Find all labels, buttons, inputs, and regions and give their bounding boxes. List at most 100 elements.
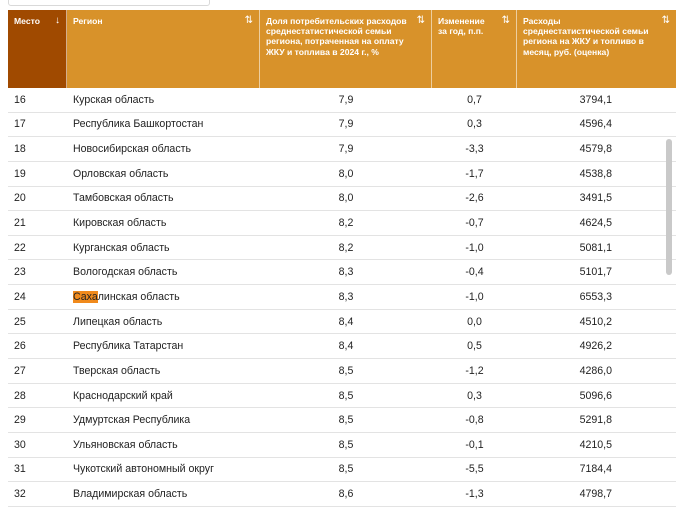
cost-cell: 4510,2 <box>579 315 612 328</box>
rank-cell: 29 <box>14 414 26 427</box>
sort-icon[interactable]: ⇅ <box>416 15 425 26</box>
share-cell: 8,3 <box>338 290 354 303</box>
rank-cell: 32 <box>14 488 26 501</box>
sort-desc-icon[interactable]: ↓ <box>55 15 60 26</box>
cost-cell: 4286,0 <box>579 364 612 377</box>
cost-cell: 4210,5 <box>579 438 612 451</box>
region-cell: Тверская область <box>73 364 161 377</box>
change-cell: -1,3 <box>465 488 484 501</box>
change-cell: 0,7 <box>467 93 482 106</box>
rank-cell: 22 <box>14 241 26 254</box>
sort-icon[interactable]: ⇅ <box>501 15 510 26</box>
sort-icon[interactable]: ⇅ <box>244 15 253 26</box>
column-header-label: Расходы среднестатистической семьи регио… <box>523 16 649 57</box>
change-cell: -5,5 <box>465 463 484 476</box>
change-cell: -1,0 <box>465 241 484 254</box>
change-cell: 0,3 <box>467 118 482 131</box>
table-row: 27 Тверская область 8,5 -1,2 4286,0 <box>8 359 676 384</box>
column-header-cost[interactable]: Расходы среднестатистической семьи регио… <box>517 10 676 88</box>
cost-cell: 5101,7 <box>579 266 612 279</box>
cost-cell: 5291,8 <box>579 414 612 427</box>
region-cell: Краснодарский край <box>73 389 173 402</box>
share-cell: 8,4 <box>338 340 354 353</box>
share-cell: 8,5 <box>338 364 354 377</box>
region-cell: Владимирская область <box>73 488 188 501</box>
share-cell: 8,5 <box>338 438 354 451</box>
table-body: 16 Курская область 7,9 0,7 3794,1 17 Республик… <box>8 88 676 507</box>
region-cell: Липецкая область <box>73 315 163 328</box>
share-cell: 8,5 <box>338 414 354 427</box>
share-cell: 8,0 <box>338 192 354 205</box>
table-row: 32 Владимирская область 8,6 -1,3 4798,7 <box>8 482 676 507</box>
share-cell: 8,3 <box>338 266 354 279</box>
search-input[interactable] <box>8 0 210 6</box>
rank-cell: 23 <box>14 266 26 279</box>
rank-cell: 20 <box>14 192 26 205</box>
ranking-table: Место ↓ Регион ⇅ Доля потребительских ра… <box>8 10 676 509</box>
region-cell: Орловская область <box>73 167 169 180</box>
region-cell: Курганская область <box>73 241 170 254</box>
share-cell: 8,0 <box>338 167 354 180</box>
table-row: 21 Кировская область 8,2 -0,7 4624,5 <box>8 211 676 236</box>
rank-cell: 19 <box>14 167 26 180</box>
region-cell: Республика Башкортостан <box>73 118 204 131</box>
sort-icon[interactable]: ⇅ <box>661 15 670 26</box>
change-cell: -0,8 <box>465 414 484 427</box>
table-row: 16 Курская область 7,9 0,7 3794,1 <box>8 88 676 113</box>
change-cell: -1,2 <box>465 364 484 377</box>
cost-cell: 3491,5 <box>579 192 612 205</box>
rank-cell: 17 <box>14 118 26 131</box>
region-cell: Ульяновская область <box>73 438 178 451</box>
share-cell: 7,9 <box>338 118 354 131</box>
table-row: 31 Чукотский автономный округ 8,5 -5,5 7184,… <box>8 458 676 483</box>
column-header-label: Место <box>14 16 40 26</box>
rank-cell: 27 <box>14 364 26 377</box>
column-header-region[interactable]: Регион ⇅ <box>67 10 260 88</box>
change-cell: -3,3 <box>465 143 484 156</box>
table-row: 23 Вологодская область 8,3 -0,4 5101,7 <box>8 260 676 286</box>
column-header-label: Доля потребительских расходов среднестат… <box>266 16 407 57</box>
column-header-label: Регион <box>73 16 103 26</box>
search-highlight: Саха <box>73 290 98 303</box>
region-cell: Новосибирская область <box>73 143 191 156</box>
region-cell: Чукотский автономный округ <box>73 463 214 476</box>
region-cell: Удмуртская Республика <box>73 414 191 427</box>
table-row: 28 Краснодарский край 8,5 0,3 5096,6 <box>8 384 676 409</box>
column-header-share[interactable]: Доля потребительских расходов среднестат… <box>260 10 432 88</box>
vertical-scrollbar[interactable] <box>666 139 672 275</box>
cost-cell: 4579,8 <box>579 143 612 156</box>
change-cell: 0,3 <box>467 389 482 402</box>
table-row: 24 Сахалинская область 8,3 -1,0 6553,3 <box>8 285 676 310</box>
change-cell: -0,4 <box>465 266 484 279</box>
cost-cell: 6553,3 <box>579 290 612 303</box>
share-cell: 7,9 <box>338 143 354 156</box>
share-cell: 8,5 <box>338 389 354 402</box>
column-header-change[interactable]: Изменение за год, п.п. ⇅ <box>432 10 517 88</box>
region-cell: Сахалинская область <box>73 290 180 303</box>
change-cell: 0,0 <box>467 315 482 328</box>
rank-cell: 16 <box>14 93 26 106</box>
change-cell: 0,5 <box>467 340 482 353</box>
change-cell: -0,1 <box>465 438 484 451</box>
region-cell: Тамбовская область <box>73 192 174 205</box>
region-cell: Курская область <box>73 93 155 106</box>
table-row: 29 Удмуртская Республика 8,5 -0,8 5291,8 <box>8 408 676 433</box>
column-header-rank[interactable]: Место ↓ <box>8 10 67 88</box>
change-cell: -2,6 <box>465 192 484 205</box>
share-cell: 8,6 <box>338 488 354 501</box>
rank-cell: 28 <box>14 389 26 402</box>
cost-cell: 3794,1 <box>579 93 612 106</box>
table-row: 20 Тамбовская область 8,0 -2,6 3491,5 <box>8 187 676 212</box>
table-row: 22 Курганская область 8,2 -1,0 5081,1 <box>8 236 676 261</box>
share-cell: 8,2 <box>338 217 354 230</box>
share-cell: 8,2 <box>338 241 354 254</box>
rank-cell: 24 <box>14 290 26 303</box>
cost-cell: 7184,4 <box>579 463 612 476</box>
cost-cell: 4596,4 <box>579 118 612 131</box>
table-row: 19 Орловская область 8,0 -1,7 4538,8 <box>8 162 676 187</box>
rank-cell: 25 <box>14 315 26 328</box>
region-cell: Вологодская область <box>73 266 178 279</box>
share-cell: 8,4 <box>338 315 354 328</box>
change-cell: -1,7 <box>465 167 484 180</box>
cost-cell: 5096,6 <box>579 389 612 402</box>
